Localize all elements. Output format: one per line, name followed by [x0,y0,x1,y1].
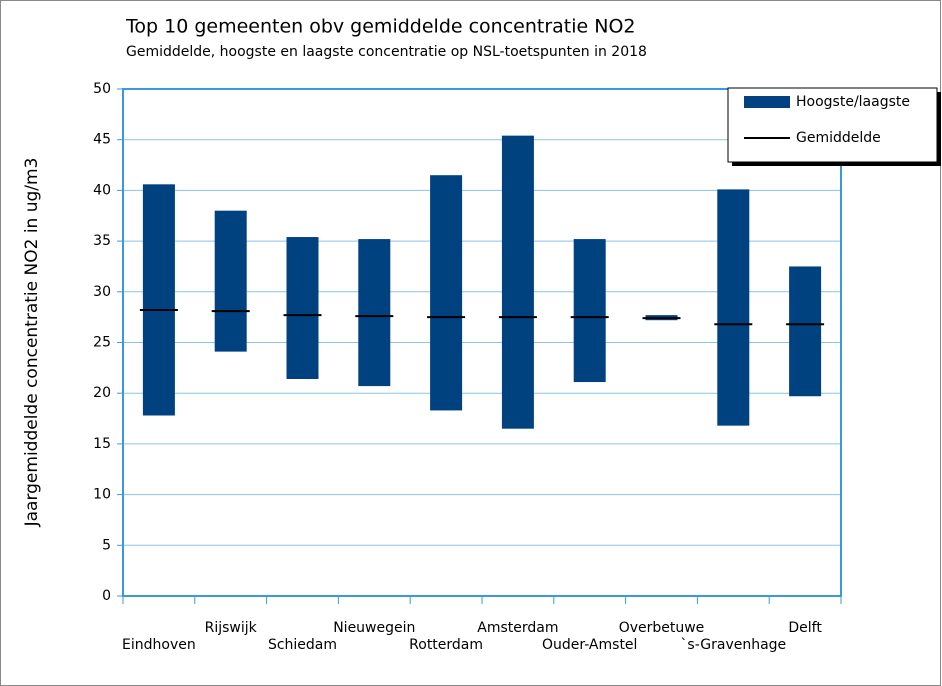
y-tick-label: 20 [93,385,111,401]
y-axis-label: Jaargemiddelde concentratie NO2 in ug/m3 [22,158,42,528]
range-bar [573,239,606,383]
range-bar [430,175,463,411]
range-bar [717,189,750,426]
x-tick-label: `s-Gravenhage [680,637,786,653]
x-tick-label: Schiedam [268,637,337,653]
range-bar [501,135,534,429]
range-bar [286,237,319,380]
y-tick-label: 30 [93,284,111,300]
y-tick-label: 35 [93,233,111,249]
x-tick-label: Overbetuwe [619,620,705,636]
x-tick-label: Eindhoven [122,637,196,653]
chart-subtitle: Gemiddelde, hoogste en laagste concentra… [126,44,647,60]
x-tick-label: Delft [788,620,822,636]
y-tick-label: 45 [93,132,111,148]
chart-title: Top 10 gemeenten obv gemiddelde concentr… [125,16,636,38]
x-tick-label: Amsterdam [477,620,558,636]
range-bar [214,210,247,352]
y-tick-label: 0 [102,588,111,604]
legend-swatch [744,96,790,108]
legend-label: Hoogste/laagste [796,94,910,110]
y-tick-label: 40 [93,182,111,198]
x-tick-label: Nieuwegein [333,620,415,636]
range-bar [358,239,391,387]
range-bar [789,266,822,397]
x-tick-label: Ouder-Amstel [542,637,638,653]
y-tick-label: 15 [93,436,111,452]
x-tick-label: Rijswijk [205,620,258,636]
y-tick-label: 25 [93,335,111,351]
x-tick-label: Rotterdam [409,637,483,653]
y-tick-label: 5 [102,537,111,553]
y-tick-label: 10 [93,487,111,503]
range-bar [142,184,175,416]
y-tick-label: 50 [93,81,111,97]
legend-label: Gemiddelde [796,130,881,146]
